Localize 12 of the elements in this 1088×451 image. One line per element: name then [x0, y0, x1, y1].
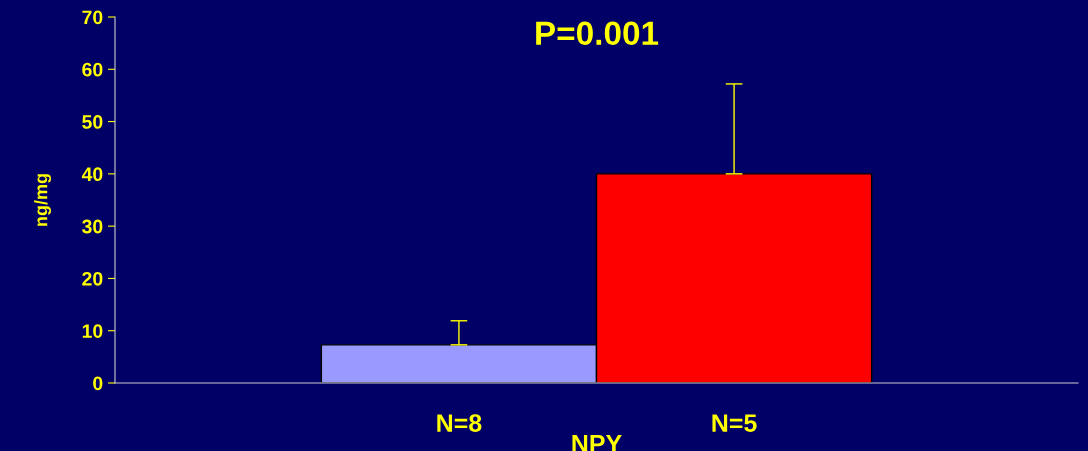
y-tick-label: 70 — [82, 10, 103, 25]
y-tick-label: 50 — [82, 115, 103, 129]
y-axis-title: ng/mg — [34, 174, 52, 226]
y-tick-label: 30 — [82, 219, 103, 234]
y-tick-label: 20 — [82, 271, 103, 286]
x-tick-label: N=5 — [712, 414, 757, 432]
y-tick-label: 0 — [93, 376, 103, 391]
y-tick-label: 60 — [82, 62, 103, 77]
chart-title: P=0.001 — [536, 21, 659, 46]
y-tick-label: 40 — [81, 167, 103, 182]
x-tick-label: N=8 — [437, 414, 482, 432]
y-tick-label: 10 — [82, 324, 103, 338]
